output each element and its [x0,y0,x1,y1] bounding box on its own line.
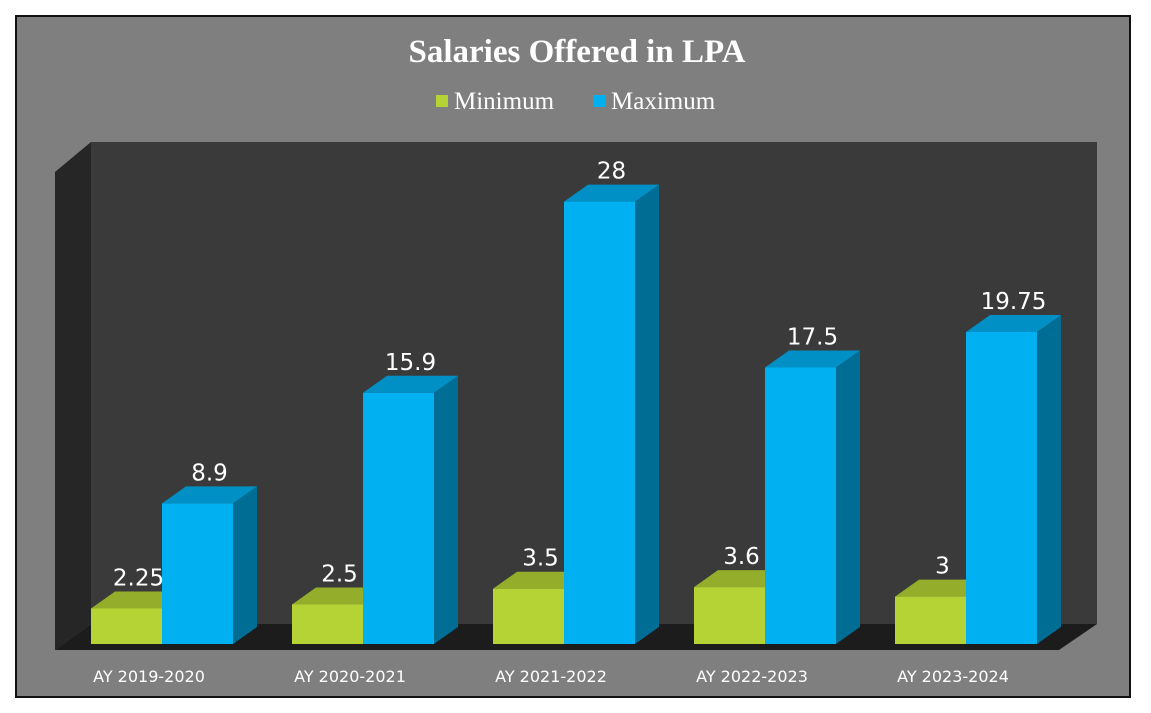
bar-front-minimum-4 [895,596,966,644]
bar-top-maximum-3 [765,350,860,368]
chart-title: Salaries Offered in LPA [409,34,746,70]
legend-swatch-maximum [593,95,605,107]
legend-label-maximum: Maximum [611,88,716,115]
bar-side-maximum-2 [635,184,659,644]
value-label-minimum-0: 2.25 [113,565,164,591]
legend-label-minimum: Minimum [454,88,555,115]
value-label-minimum-1: 2.5 [321,562,358,588]
bar-side-maximum-3 [836,350,860,644]
bar-front-minimum-3 [694,587,765,644]
bar-maximum-0 [162,486,257,644]
bar-front-minimum-2 [493,588,564,644]
bar-maximum-2 [564,184,659,644]
bar-front-maximum-4 [966,331,1037,644]
side-wall [55,142,91,650]
category-label-3: AY 2022-2023 [696,667,808,686]
category-label-4: AY 2023-2024 [897,667,1009,686]
bar-side-maximum-4 [1037,314,1061,644]
value-label-maximum-3: 17.5 [787,325,838,351]
bars-layer [91,184,1061,644]
bar-maximum-4 [966,314,1061,644]
category-label-1: AY 2020-2021 [294,667,406,686]
value-label-maximum-0: 8.9 [191,460,228,486]
labels-layer: 2.25 8.9 AY 2019-2020 2.5 15.9 AY 2020-2021 3.… [93,159,1046,686]
value-label-maximum-2: 28 [597,159,626,185]
legend: Minimum Maximum [436,88,716,115]
value-label-maximum-1: 15.9 [385,350,436,376]
value-label-minimum-4: 3 [935,554,950,580]
bar-maximum-3 [765,350,860,644]
bar-front-maximum-1 [363,392,434,644]
category-label-2: AY 2021-2022 [495,667,607,686]
bar-maximum-1 [363,375,458,644]
bar-front-minimum-0 [91,608,162,644]
value-label-maximum-4: 19.75 [981,289,1047,315]
bar-front-maximum-0 [162,503,233,644]
bar-top-maximum-0 [162,486,257,504]
bar-front-maximum-3 [765,367,836,644]
value-label-minimum-3: 3.6 [723,544,760,570]
value-label-minimum-2: 3.5 [522,546,559,572]
category-label-0: AY 2019-2020 [93,667,205,686]
bar-side-maximum-0 [233,486,257,644]
bar-top-maximum-2 [564,184,659,202]
bar-front-maximum-2 [564,201,635,644]
bar-top-maximum-1 [363,375,458,393]
bar-side-maximum-1 [434,375,458,644]
legend-swatch-minimum [436,95,448,107]
bar-top-maximum-4 [966,314,1061,332]
bar-front-minimum-1 [292,604,363,644]
